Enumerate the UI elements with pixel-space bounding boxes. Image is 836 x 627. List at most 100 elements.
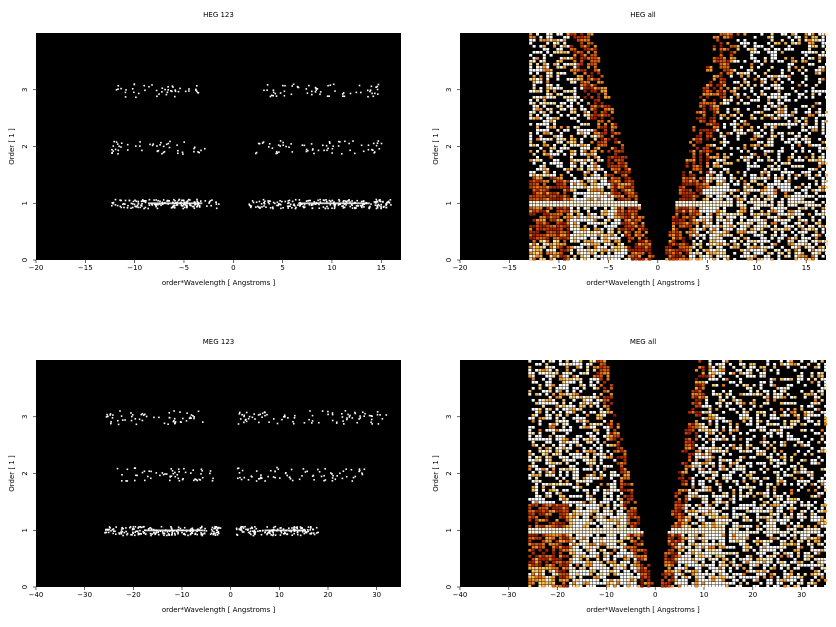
count-cell xyxy=(780,246,784,249)
count-cell xyxy=(614,186,618,189)
count-cell xyxy=(573,138,577,141)
count-cell xyxy=(801,189,805,192)
count-cell xyxy=(319,93,321,96)
count-cell xyxy=(549,255,553,258)
count-cell xyxy=(604,246,607,249)
count-cell xyxy=(276,201,279,204)
count-cell xyxy=(575,408,579,411)
count-cell xyxy=(542,132,546,135)
count-cell xyxy=(746,219,750,222)
count-cell xyxy=(746,201,750,204)
count-cell xyxy=(760,147,764,150)
count-cell xyxy=(716,162,720,165)
count-cell xyxy=(627,249,631,252)
count-cell xyxy=(592,369,596,372)
count-cell xyxy=(716,90,720,93)
count-cell xyxy=(702,255,706,258)
count-cell xyxy=(600,255,604,258)
count-cell xyxy=(263,205,265,207)
count-cell xyxy=(583,231,587,234)
count-cell xyxy=(576,228,580,231)
count-cell xyxy=(808,174,811,177)
count-cell xyxy=(672,240,675,243)
count-cell xyxy=(722,372,726,375)
count-cell xyxy=(797,174,801,177)
count-cell xyxy=(305,148,308,151)
count-cell xyxy=(563,168,567,171)
count-cell xyxy=(787,240,791,243)
count-cell xyxy=(796,363,800,366)
count-cell xyxy=(587,147,590,150)
count-cell xyxy=(689,210,692,213)
count-cell xyxy=(254,531,257,533)
count-cell xyxy=(811,234,815,237)
count-cell xyxy=(678,243,682,246)
count-cell xyxy=(779,393,783,396)
count-cell xyxy=(624,219,628,222)
count-cell xyxy=(563,129,567,132)
count-cell xyxy=(565,390,569,393)
count-cell xyxy=(359,415,361,417)
count-cell xyxy=(124,91,127,94)
count-cell xyxy=(553,159,556,162)
count-cell xyxy=(716,60,720,63)
count-cell xyxy=(536,117,539,120)
count-cell xyxy=(114,148,117,151)
count-cell xyxy=(261,477,263,479)
count-cell xyxy=(627,234,631,237)
count-cell xyxy=(548,390,552,393)
count-cell xyxy=(570,258,573,261)
count-cell xyxy=(682,198,686,201)
count-cell xyxy=(167,89,169,91)
count-cell xyxy=(777,240,781,243)
count-cell xyxy=(542,66,546,69)
count-cell xyxy=(266,84,269,86)
count-cell xyxy=(709,189,713,192)
count-cell xyxy=(756,369,760,372)
count-cell xyxy=(787,36,791,39)
count-cell xyxy=(570,57,573,60)
count-cell xyxy=(777,105,781,108)
count-cell xyxy=(529,66,533,69)
count-cell xyxy=(331,152,333,154)
count-cell xyxy=(641,234,645,237)
count-cell xyxy=(779,363,783,366)
count-cell xyxy=(675,228,679,231)
count-cell xyxy=(552,402,556,405)
count-cell xyxy=(541,399,545,402)
count-cell xyxy=(808,159,811,162)
count-cell xyxy=(780,108,784,111)
count-cell xyxy=(777,213,781,216)
count-cell xyxy=(549,225,553,228)
count-cell xyxy=(603,387,607,390)
count-cell xyxy=(604,126,607,129)
count-cell xyxy=(675,252,679,255)
count-cell xyxy=(610,111,614,114)
count-cell xyxy=(808,114,811,117)
count-cell xyxy=(739,372,743,375)
count-cell xyxy=(545,381,549,384)
count-cell xyxy=(753,99,757,102)
count-cell xyxy=(532,240,536,243)
count-cell xyxy=(682,201,686,204)
count-cell xyxy=(565,414,569,417)
count-cell xyxy=(760,258,764,261)
count-cell xyxy=(151,204,154,206)
count-cell xyxy=(343,423,345,425)
count-cell xyxy=(770,33,774,36)
count-cell xyxy=(794,138,798,141)
count-cell xyxy=(587,78,590,81)
count-cell xyxy=(736,108,740,111)
count-cell xyxy=(699,135,703,138)
count-cell xyxy=(760,231,764,234)
count-cell xyxy=(739,369,743,372)
count-cell xyxy=(600,105,604,108)
count-cell xyxy=(627,222,631,225)
count-cell xyxy=(539,246,543,249)
count-cell xyxy=(297,204,299,206)
count-cell xyxy=(749,408,753,411)
count-cell xyxy=(607,186,611,189)
count-cell xyxy=(621,210,624,213)
count-cell xyxy=(573,222,577,225)
count-cell xyxy=(604,219,607,222)
